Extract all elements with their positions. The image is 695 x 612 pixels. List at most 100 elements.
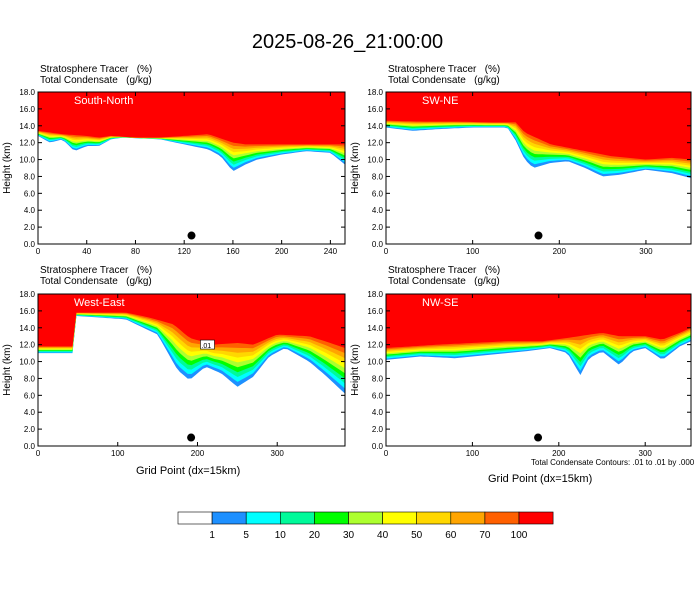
x-tick-label: 0 — [384, 449, 389, 458]
y-axis-title: Height (km) — [350, 142, 361, 194]
legend-swatch — [245, 511, 281, 525]
y-tick-label: 12.0 — [19, 341, 35, 350]
location-marker — [534, 231, 543, 240]
legend-swatch — [518, 511, 554, 525]
y-tick-label: 6.0 — [24, 189, 36, 198]
axes-frame — [385, 91, 692, 245]
location-marker — [187, 231, 196, 240]
y-tick-label: 16.0 — [19, 307, 35, 316]
legend-label: 40 — [377, 530, 389, 541]
y-tick-label: 4.0 — [372, 206, 384, 215]
tracer-level-10 — [38, 294, 345, 348]
y-axis-title: Height (km) — [2, 142, 13, 194]
panel-header-4: Stratosphere Tracer (%) Total Condensate… — [388, 265, 500, 287]
panel-nw-se: NW-SE 0.0 2.0 4.0 6.0 8.0 10.0 12.0 14.0 16.0 18.0… — [350, 290, 692, 458]
y-tick-label: 16.0 — [367, 307, 383, 316]
y-tick-label: 12.0 — [19, 139, 35, 148]
tracer-bands — [38, 92, 345, 171]
panel-header-3: Stratosphere Tracer (%) Total Condensate… — [40, 265, 152, 287]
y-tick-label: 14.0 — [19, 122, 35, 131]
panel-header-line2: Total Condensate (g/kg) — [40, 75, 152, 86]
x-tick-label: 300 — [271, 449, 285, 458]
y-tick-label: 0.0 — [372, 442, 384, 451]
axes-frame — [385, 293, 692, 447]
location-marker — [187, 433, 196, 442]
y-tick-label: 8.0 — [24, 172, 36, 181]
panel-sw-ne: SW-NE 0.0 2.0 4.0 6.0 8.0 10.0 12.0 14.0 16.0 18.0… — [350, 88, 692, 256]
x-tick-label: 40 — [82, 247, 91, 256]
legend-label: 60 — [445, 530, 457, 541]
panel-header-line2: Total Condensate (g/kg) — [388, 276, 500, 287]
panel-header-2: Stratosphere Tracer (%) Total Condensate… — [388, 64, 500, 86]
y-tick-label: 8.0 — [372, 172, 384, 181]
legend-label: 50 — [411, 530, 423, 541]
color-legend: 1 5 10 20 30 40 50 60 70 100 — [177, 511, 554, 541]
location-marker — [534, 433, 543, 442]
legend-label: 20 — [309, 530, 321, 541]
x-tick-label: 100 — [111, 449, 125, 458]
legend-swatch — [484, 511, 520, 525]
panel-header-line2: Total Condensate (g/kg) — [40, 276, 152, 287]
panel-header-line1: Stratosphere Tracer (%) — [388, 64, 501, 75]
y-axis-title: Height (km) — [350, 344, 361, 396]
panel-label: SW-NE — [422, 95, 458, 107]
y-tick-label: 4.0 — [372, 408, 384, 417]
legend-label: 1 — [209, 530, 215, 541]
tracer-level-10 — [386, 294, 691, 348]
x-axis-title-left: Grid Point (dx=15km) — [136, 465, 241, 477]
legend-swatch — [211, 511, 247, 525]
y-tick-label: 4.0 — [24, 206, 36, 215]
y-tick-label: 2.0 — [372, 425, 384, 434]
legend-label: 5 — [243, 530, 249, 541]
y-tick-label: 18.0 — [19, 88, 35, 97]
x-tick-label: 300 — [639, 247, 653, 256]
panel-label: West-East — [74, 297, 125, 309]
x-tick-label: 0 — [36, 449, 41, 458]
legend-swatch — [416, 511, 452, 525]
axes-frame — [37, 91, 346, 245]
x-tick-label: 120 — [178, 247, 192, 256]
panel-header-1: Stratosphere Tracer (%) Total Condensate… — [40, 64, 152, 86]
legend-swatch — [177, 511, 213, 525]
x-tick-label: 200 — [552, 449, 566, 458]
x-tick-label: 200 — [191, 449, 205, 458]
y-tick-label: 8.0 — [372, 374, 384, 383]
y-tick-label: 0.0 — [24, 442, 36, 451]
tracer-bands — [386, 92, 691, 179]
y-tick-label: 14.0 — [367, 122, 383, 131]
legend-label: 10 — [275, 530, 287, 541]
panel-header-line2: Total Condensate (g/kg) — [388, 75, 500, 86]
y-tick-label: 18.0 — [19, 290, 35, 299]
panel-south-north: South-North 0.0 2.0 4.0 6.0 8.0 10.0 12.0 14.0 16… — [2, 88, 346, 256]
x-axis-title-right: Grid Point (dx=15km) — [488, 473, 593, 485]
x-tick-label: 0 — [36, 247, 41, 256]
panel-label: NW-SE — [422, 297, 458, 309]
y-tick-label: 10.0 — [367, 358, 383, 367]
panel-header-line1: Stratosphere Tracer (%) — [40, 64, 153, 75]
contour-label: .01 — [201, 343, 211, 350]
legend-swatch — [279, 511, 315, 525]
legend-swatch — [314, 511, 349, 525]
y-tick-label: 10.0 — [367, 156, 383, 165]
y-axis-title: Height (km) — [2, 344, 13, 396]
y-tick-label: 6.0 — [24, 391, 36, 400]
y-tick-label: 12.0 — [367, 139, 383, 148]
y-tick-label: 16.0 — [19, 105, 35, 114]
y-tick-label: 10.0 — [19, 156, 35, 165]
panel-west-east: West-East .01 0.0 2.0 4.0 6.0 8.0 10.0 12.0 14.0 1… — [2, 290, 346, 458]
x-tick-label: 200 — [275, 247, 289, 256]
panel-header-line1: Stratosphere Tracer (%) — [40, 265, 153, 276]
y-tick-label: 2.0 — [24, 425, 36, 434]
y-tick-label: 4.0 — [24, 408, 36, 417]
contour-note: Total Condensate Contours: .01 to .01 by… — [531, 458, 695, 467]
y-tick-label: 16.0 — [367, 105, 383, 114]
y-tick-label: 10.0 — [19, 358, 35, 367]
tracer-level-10 — [386, 92, 691, 160]
y-tick-label: 12.0 — [367, 341, 383, 350]
y-tick-label: 14.0 — [367, 324, 383, 333]
tracer-bands — [38, 294, 345, 394]
contour-label-box — [200, 339, 215, 350]
x-tick-label: 300 — [639, 449, 653, 458]
panel-header-line1: Stratosphere Tracer (%) — [388, 265, 501, 276]
